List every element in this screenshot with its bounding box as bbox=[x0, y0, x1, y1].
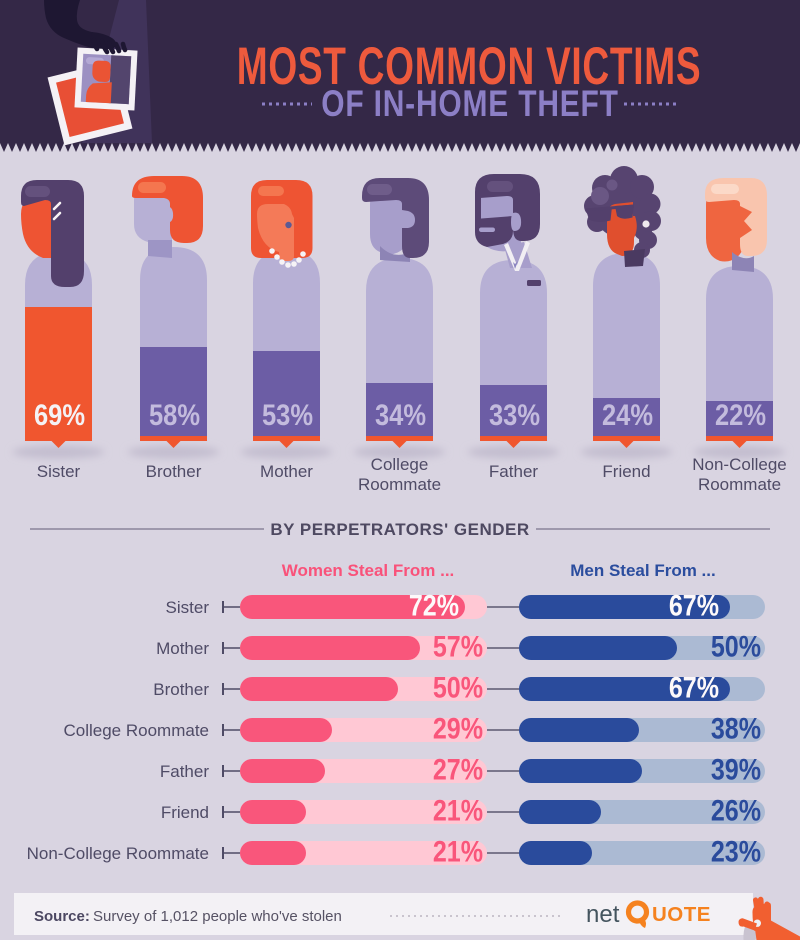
svg-text:UOTE: UOTE bbox=[652, 903, 711, 926]
svg-text:Mother: Mother bbox=[260, 462, 313, 481]
svg-text:OF IN-HOME THEFT: OF IN-HOME THEFT bbox=[321, 84, 619, 125]
svg-text:38%: 38% bbox=[711, 712, 761, 745]
svg-text:24%: 24% bbox=[602, 398, 653, 431]
svg-text:Father: Father bbox=[489, 462, 538, 481]
svg-text:26%: 26% bbox=[711, 794, 761, 827]
svg-text:Non-College: Non-College bbox=[692, 455, 787, 474]
svg-text:Brother: Brother bbox=[146, 462, 202, 481]
svg-text:27%: 27% bbox=[433, 753, 483, 786]
svg-text:57%: 57% bbox=[433, 630, 483, 663]
svg-text:Mother: Mother bbox=[156, 639, 209, 658]
svg-text:Non-College Roommate: Non-College Roommate bbox=[27, 844, 209, 863]
svg-text:29%: 29% bbox=[433, 712, 483, 745]
svg-text:College Roommate: College Roommate bbox=[63, 721, 209, 740]
svg-text:Friend: Friend bbox=[602, 462, 650, 481]
svg-text:Survey of 1,012 people who've: Survey of 1,012 people who've stolen bbox=[93, 908, 342, 925]
svg-text:Women Steal From ...: Women Steal From ... bbox=[282, 561, 455, 580]
svg-text:58%: 58% bbox=[149, 398, 200, 431]
svg-text:Brother: Brother bbox=[153, 680, 209, 699]
svg-text:21%: 21% bbox=[433, 835, 483, 868]
svg-text:50%: 50% bbox=[711, 630, 761, 663]
svg-text:Friend: Friend bbox=[161, 803, 209, 822]
svg-text:53%: 53% bbox=[262, 398, 313, 431]
svg-text:net: net bbox=[586, 901, 620, 928]
svg-text:72%: 72% bbox=[409, 589, 459, 622]
svg-text:BY PERPETRATORS' GENDER: BY PERPETRATORS' GENDER bbox=[270, 520, 529, 539]
svg-text:Roommate: Roommate bbox=[358, 475, 441, 494]
svg-text:Sister: Sister bbox=[37, 462, 81, 481]
svg-text:34%: 34% bbox=[375, 398, 426, 431]
svg-text:23%: 23% bbox=[711, 835, 761, 868]
svg-text:College: College bbox=[371, 455, 429, 474]
svg-text:Source:: Source: bbox=[34, 908, 90, 925]
svg-text:22%: 22% bbox=[715, 398, 766, 431]
svg-text:39%: 39% bbox=[711, 753, 761, 786]
svg-text:MOST COMMON VICTIMS: MOST COMMON VICTIMS bbox=[237, 36, 702, 95]
svg-text:67%: 67% bbox=[669, 671, 719, 704]
svg-text:69%: 69% bbox=[34, 398, 85, 431]
svg-text:Men Steal From ...: Men Steal From ... bbox=[570, 561, 715, 580]
svg-text:21%: 21% bbox=[433, 794, 483, 827]
svg-text:Sister: Sister bbox=[166, 598, 210, 617]
svg-text:67%: 67% bbox=[669, 589, 719, 622]
svg-text:33%: 33% bbox=[489, 398, 540, 431]
svg-text:50%: 50% bbox=[433, 671, 483, 704]
svg-text:Father: Father bbox=[160, 762, 209, 781]
svg-text:Roommate: Roommate bbox=[698, 475, 781, 494]
